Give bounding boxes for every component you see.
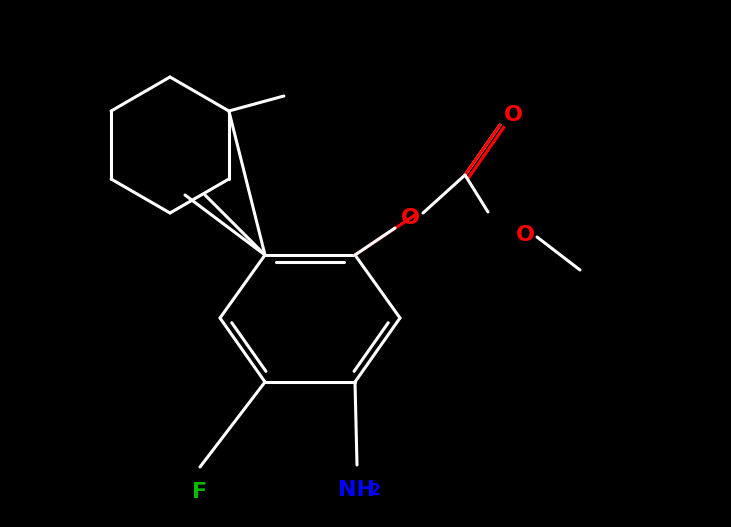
Text: F: F [192, 482, 208, 502]
Text: O: O [515, 225, 534, 245]
Text: NH: NH [338, 480, 376, 500]
Text: 2: 2 [370, 483, 380, 498]
Text: O: O [504, 105, 523, 125]
Text: O: O [401, 208, 420, 228]
